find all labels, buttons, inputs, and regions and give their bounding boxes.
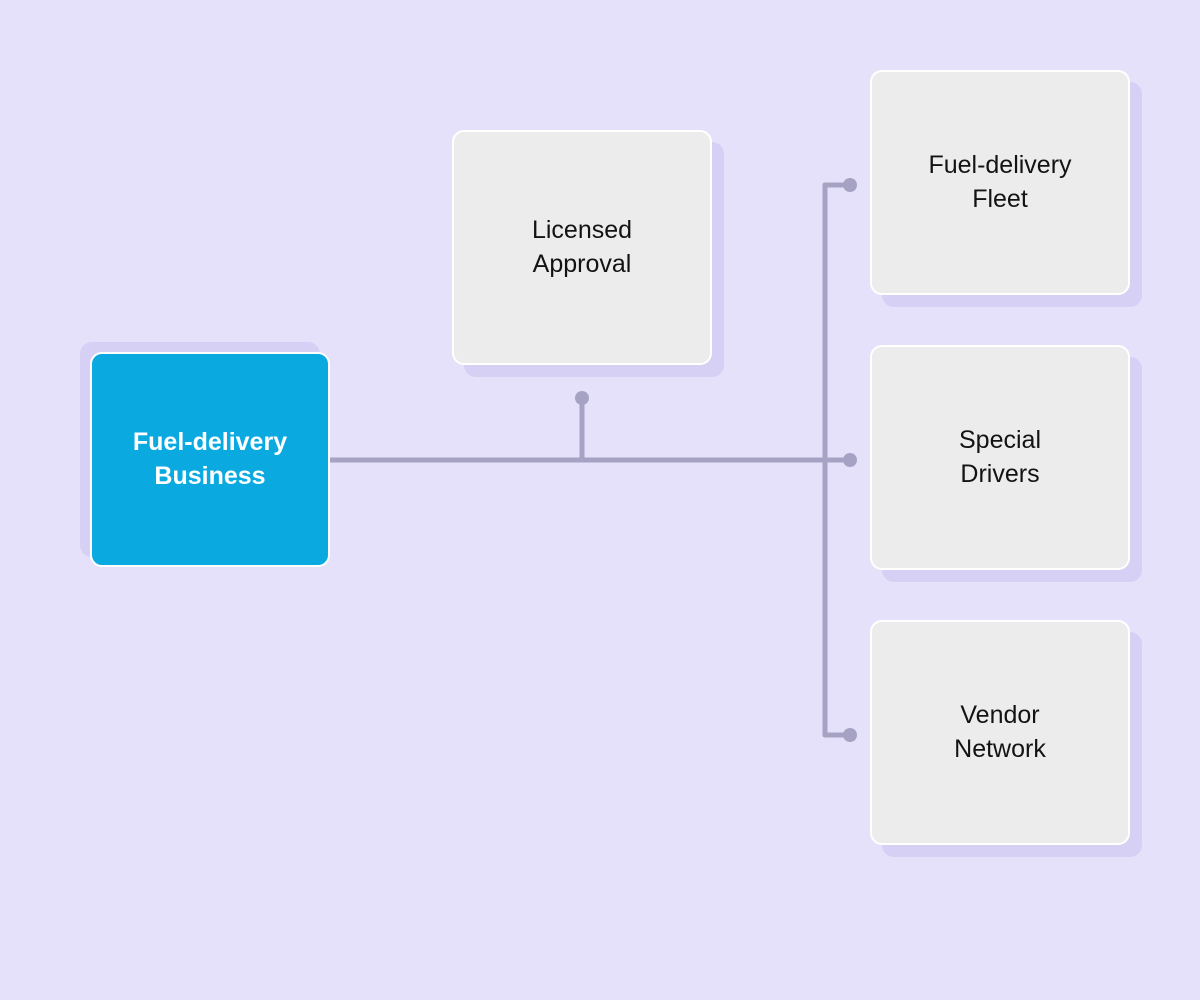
node-label-drivers: Special Drivers	[959, 424, 1041, 492]
node-label-root: Fuel-delivery Business	[133, 426, 287, 494]
node-licensed: Licensed Approval	[452, 130, 712, 365]
node-fleet: Fuel-delivery Fleet	[870, 70, 1130, 295]
node-vendor: Vendor Network	[870, 620, 1130, 845]
node-root: Fuel-delivery Business	[90, 352, 330, 567]
node-label-licensed: Licensed Approval	[532, 214, 632, 282]
node-drivers: Special Drivers	[870, 345, 1130, 570]
node-label-fleet: Fuel-delivery Fleet	[928, 149, 1071, 217]
node-label-vendor: Vendor Network	[954, 699, 1046, 767]
diagram-canvas: Fuel-delivery Business Licensed Approval F…	[0, 0, 1200, 1000]
